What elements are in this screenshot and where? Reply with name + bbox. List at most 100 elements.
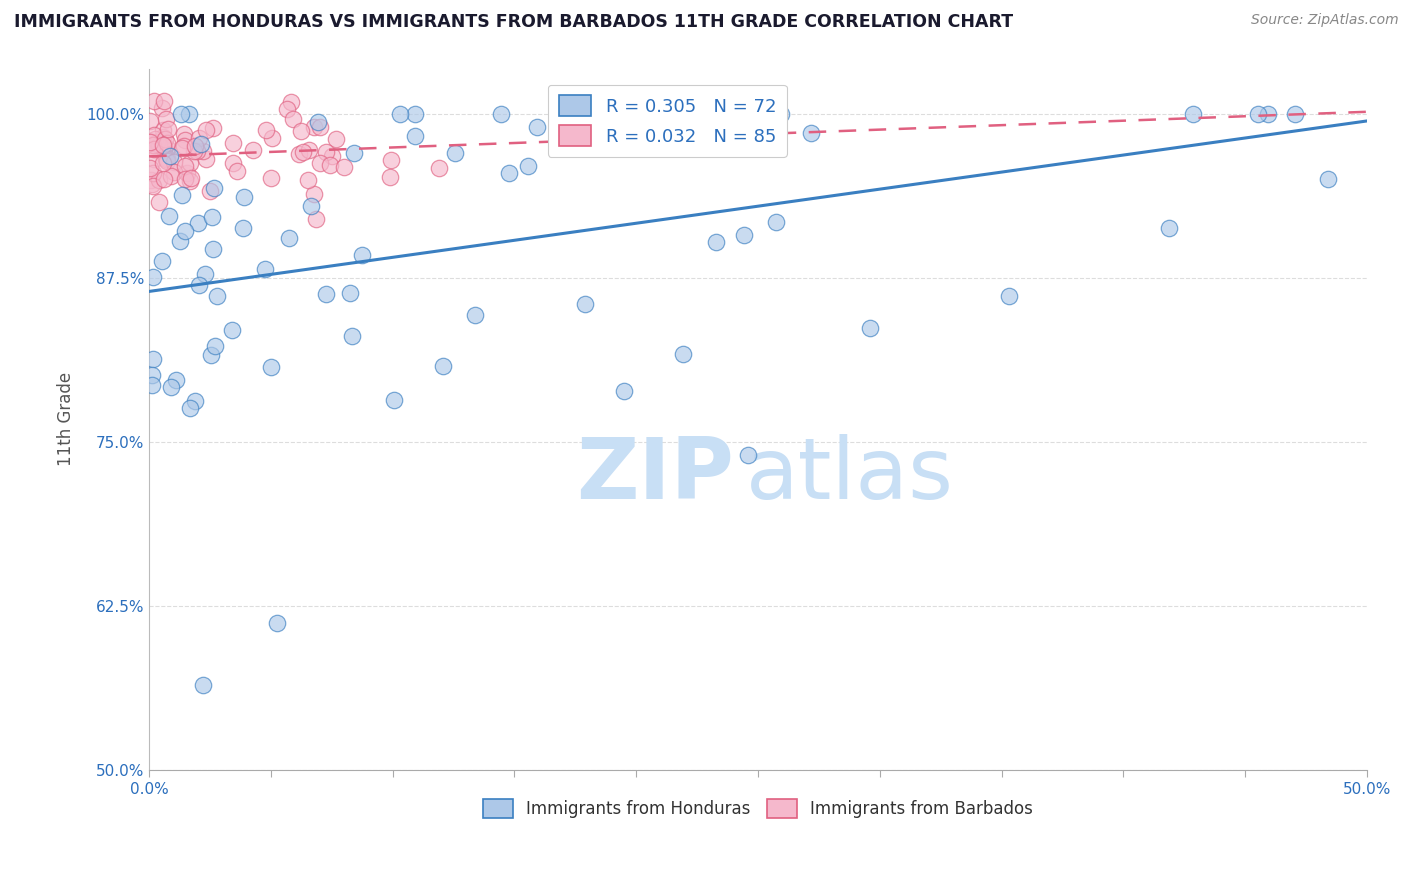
Point — [290, 124, 312, 138]
Point — [155, 152, 177, 166]
Point — [232, 190, 254, 204]
Point — [163, 165, 186, 179]
Point — [321, 149, 343, 163]
Point — [153, 132, 176, 146]
Point — [200, 348, 222, 362]
Point — [201, 210, 224, 224]
Point — [253, 262, 276, 277]
Point — [148, 172, 170, 186]
Point — [308, 120, 330, 135]
Point — [613, 384, 636, 399]
Point — [141, 135, 163, 149]
Point — [179, 174, 201, 188]
Point — [143, 128, 166, 142]
Point — [319, 158, 342, 172]
Point — [187, 216, 209, 230]
Point — [298, 143, 321, 157]
Point — [142, 269, 165, 284]
Point — [173, 159, 195, 173]
Point — [292, 145, 315, 160]
Point — [382, 392, 405, 407]
Point — [156, 136, 179, 150]
Point — [1159, 221, 1181, 235]
Point — [342, 329, 364, 343]
Point — [173, 127, 195, 141]
Point — [152, 130, 174, 145]
Point — [146, 135, 169, 149]
Point — [221, 323, 243, 337]
Point — [281, 112, 304, 127]
Point — [204, 339, 226, 353]
Point — [202, 242, 225, 256]
Point — [1247, 107, 1270, 121]
Point — [142, 95, 165, 109]
Point — [389, 107, 412, 121]
Point — [427, 161, 450, 176]
Point — [142, 178, 165, 193]
Point — [350, 248, 373, 262]
Point — [179, 401, 201, 416]
Point — [444, 146, 467, 161]
Point — [195, 153, 218, 167]
Point — [404, 107, 426, 121]
Point — [162, 154, 184, 169]
Point — [172, 188, 194, 202]
Point — [160, 169, 183, 183]
Point — [174, 224, 197, 238]
Text: IMMIGRANTS FROM HONDURAS VS IMMIGRANTS FROM BARBADOS 11TH GRADE CORRELATION CHAR: IMMIGRANTS FROM HONDURAS VS IMMIGRANTS F… — [14, 13, 1014, 31]
Point — [194, 123, 217, 137]
Point — [242, 143, 264, 157]
Point — [139, 114, 162, 128]
Point — [464, 308, 486, 322]
Point — [302, 187, 325, 202]
Point — [139, 173, 162, 187]
Point — [179, 156, 201, 170]
Point — [145, 136, 167, 151]
Point — [142, 352, 165, 367]
Point — [302, 120, 325, 134]
Point — [333, 160, 356, 174]
Point — [198, 184, 221, 198]
Point — [141, 368, 163, 382]
Point — [498, 166, 520, 180]
Point — [152, 156, 174, 170]
Point — [266, 615, 288, 630]
Point — [139, 136, 162, 150]
Point — [489, 107, 512, 121]
Point — [297, 172, 319, 186]
Point — [315, 145, 337, 159]
Point — [153, 95, 176, 109]
Point — [191, 145, 214, 159]
Point — [142, 166, 165, 180]
Point — [276, 102, 298, 116]
Point — [159, 149, 181, 163]
Point — [299, 199, 322, 213]
Text: Source: ZipAtlas.com: Source: ZipAtlas.com — [1251, 13, 1399, 28]
Point — [339, 286, 361, 301]
Point — [404, 128, 426, 143]
Text: atlas: atlas — [745, 434, 953, 516]
Point — [193, 267, 215, 281]
Point — [1316, 172, 1339, 186]
Point — [184, 139, 207, 153]
Point — [155, 153, 177, 168]
Point — [526, 120, 548, 134]
Point — [157, 210, 180, 224]
Point — [148, 194, 170, 209]
Point — [152, 123, 174, 137]
Point — [141, 178, 163, 192]
Legend: Immigrants from Honduras, Immigrants from Barbados: Immigrants from Honduras, Immigrants fro… — [477, 792, 1040, 825]
Point — [139, 161, 162, 176]
Point — [170, 107, 193, 121]
Point — [1257, 107, 1279, 121]
Point — [704, 235, 727, 250]
Point — [574, 297, 596, 311]
Point — [560, 107, 582, 121]
Point — [232, 220, 254, 235]
Point — [325, 132, 347, 146]
Point — [859, 320, 882, 334]
Point — [260, 131, 283, 145]
Point — [153, 171, 176, 186]
Point — [183, 145, 205, 159]
Point — [259, 360, 281, 375]
